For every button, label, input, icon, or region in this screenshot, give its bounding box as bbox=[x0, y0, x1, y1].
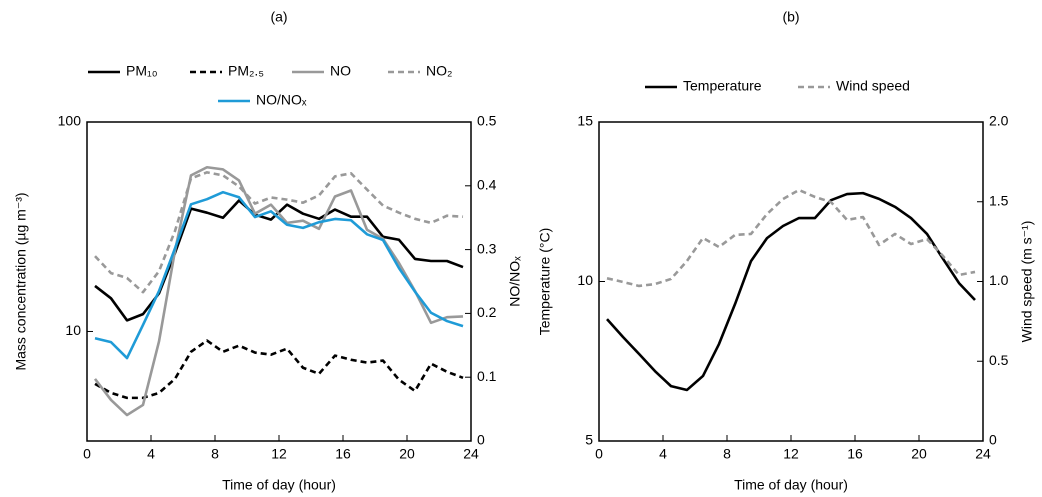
y2-tick-label: 0.1 bbox=[477, 368, 497, 384]
x-tick-label: 24 bbox=[463, 446, 479, 462]
y-axis-title: Temperature (°C) bbox=[537, 228, 553, 336]
x-axis-title: Time of day (hour) bbox=[222, 477, 336, 493]
series-line bbox=[93, 165, 464, 417]
y2-tick-label: 0 bbox=[477, 432, 485, 448]
x-tick-label: 8 bbox=[723, 446, 731, 462]
chart-title: (b) bbox=[782, 9, 799, 25]
chart-title: (a) bbox=[270, 9, 287, 25]
x-tick-label: 16 bbox=[847, 446, 863, 462]
y-tick-label: 100 bbox=[58, 113, 82, 129]
legend-label: Wind speed bbox=[836, 78, 910, 94]
x-tick-label: 16 bbox=[335, 446, 351, 462]
x-tick-label: 12 bbox=[271, 446, 287, 462]
y2-axis-title: Wind speed (m s⁻¹) bbox=[1019, 221, 1035, 343]
legend-label: PM₁₀ bbox=[126, 63, 158, 79]
x-tick-label: 8 bbox=[211, 446, 219, 462]
legend-label: PM₂.₅ bbox=[228, 63, 264, 79]
y2-tick-label: 1.5 bbox=[989, 192, 1009, 208]
x-axis-title: Time of day (hour) bbox=[734, 477, 848, 493]
y2-tick-label: 0.4 bbox=[477, 177, 497, 193]
plot-frame bbox=[86, 121, 472, 442]
x-tick-label: 4 bbox=[659, 446, 667, 462]
series-line bbox=[606, 188, 976, 288]
x-tick-label: 12 bbox=[783, 446, 799, 462]
y2-tick-label: 0 bbox=[989, 432, 997, 448]
series-line bbox=[94, 190, 464, 360]
y-axis-title: Mass concentration (µg m⁻³) bbox=[13, 192, 29, 370]
x-tick-label: 0 bbox=[595, 446, 603, 462]
y-tick-label: 5 bbox=[585, 432, 593, 448]
y2-tick-label: 2.0 bbox=[989, 113, 1009, 129]
y2-tick-label: 0.5 bbox=[477, 113, 497, 129]
y2-tick-label: 1.0 bbox=[989, 272, 1009, 288]
y2-tick-label: 0.2 bbox=[477, 304, 497, 320]
x-tick-label: 20 bbox=[399, 446, 415, 462]
series-line bbox=[94, 171, 464, 294]
y-tick-label: 10 bbox=[577, 272, 593, 288]
x-tick-label: 24 bbox=[975, 446, 991, 462]
x-tick-label: 0 bbox=[83, 446, 91, 462]
y2-axis-title: NO/NOₓ bbox=[507, 256, 523, 307]
series-line bbox=[94, 339, 464, 400]
legend-label: NO/NOₓ bbox=[256, 92, 307, 108]
y2-tick-label: 0.3 bbox=[477, 240, 497, 256]
y-tick-label: 15 bbox=[577, 113, 593, 129]
x-tick-label: 4 bbox=[147, 446, 155, 462]
legend-label: NO₂ bbox=[426, 63, 452, 79]
legend-label: Temperature bbox=[683, 78, 762, 94]
series-line bbox=[606, 191, 976, 392]
legend-label: NO bbox=[330, 63, 351, 79]
y-tick-label: 10 bbox=[65, 322, 81, 338]
x-tick-label: 20 bbox=[911, 446, 927, 462]
y2-tick-label: 0.5 bbox=[989, 352, 1009, 368]
plot-frame bbox=[598, 121, 984, 442]
